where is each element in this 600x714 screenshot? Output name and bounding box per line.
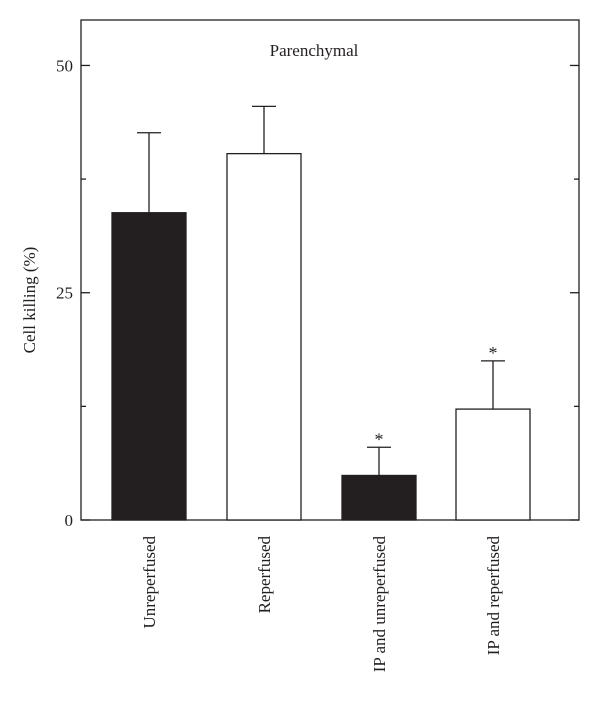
bar bbox=[455, 408, 531, 521]
plot-area: 0 25 50 Unreperfused Reperfused * IP and unrep… bbox=[20, 19, 580, 673]
x-tick-label: IP and reperfused bbox=[484, 536, 503, 656]
bar bbox=[111, 212, 187, 521]
chart-title: Parenchymal bbox=[270, 41, 359, 60]
y-tick-label: 0 bbox=[65, 511, 74, 530]
plot-frame bbox=[80, 19, 580, 521]
bar bbox=[226, 152, 302, 521]
significance-marker: * bbox=[489, 343, 498, 363]
bar bbox=[341, 474, 417, 521]
x-tick-label: Reperfused bbox=[255, 536, 274, 614]
x-tick-label: Unreperfused bbox=[140, 536, 159, 629]
y-tick-label: 25 bbox=[56, 284, 73, 303]
significance-marker: * bbox=[375, 429, 384, 449]
x-tick-label: IP and unreperfused bbox=[370, 536, 389, 673]
y-tick-label: 50 bbox=[56, 56, 73, 75]
y-axis-label: Cell killing (%) bbox=[20, 247, 39, 354]
